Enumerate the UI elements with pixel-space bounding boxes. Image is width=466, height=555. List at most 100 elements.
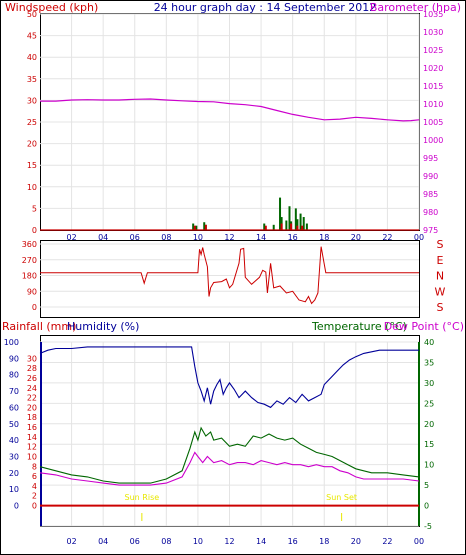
- rainfall-tick-label: 12: [27, 443, 37, 452]
- direction-tick-label: 180: [22, 272, 37, 281]
- temperature-tick-label: 30: [424, 379, 434, 388]
- barometer-tick-label: 1005: [423, 118, 443, 127]
- hour-tick-label: 04: [98, 233, 108, 242]
- barometer-tick-label: 1025: [423, 46, 443, 55]
- graph-title: 24 hour graph day : 14 September 2012: [154, 1, 377, 14]
- temperature-tick-label: 15: [424, 440, 434, 449]
- compass-label: N: [436, 270, 444, 283]
- temperature-tick-label: -5: [424, 522, 432, 531]
- hour-tick-label: 22: [382, 537, 392, 546]
- rainfall-tick-label: 16: [27, 423, 37, 432]
- humidity-tick-label: 10: [9, 485, 19, 494]
- hour-tick-labels-bottom: 02 04 06 08 10 12 14 16 18 20 22 00: [66, 537, 424, 546]
- hour-tick-label: 04: [98, 537, 108, 546]
- hour-tick-label: 08: [161, 537, 171, 546]
- compass-label: W: [435, 285, 446, 298]
- wind-direction-series: [40, 246, 419, 305]
- hour-tick-label: 00: [414, 233, 424, 242]
- wind-pressure-series: [40, 98, 420, 231]
- rainfall-tick-label: 20: [27, 403, 37, 412]
- humidity-tick-label: 20: [9, 469, 19, 478]
- temperature-tick-label: 25: [424, 399, 434, 408]
- rainfall-tick-label: 10: [27, 452, 37, 461]
- temp-humidity-panel: Rainfall (mm) Humidity (%) Temperature (…: [2, 320, 464, 546]
- temp-humidity-grid: [40, 341, 420, 527]
- direction-tick-label: 360: [22, 240, 37, 249]
- temperature-tick-labels: -5 0 5 10 15 20 25 30 35 40: [424, 338, 434, 531]
- rainfall-tick-label: 26: [27, 374, 37, 383]
- windspeed-tick-label: 0: [32, 226, 37, 235]
- temp-humidity-axis-lines: [40, 342, 420, 526]
- temperature-line: [39, 426, 420, 484]
- hour-tick-label: 16: [288, 233, 298, 242]
- barometer-tick-label: 1010: [423, 100, 443, 109]
- humidity-axis-label: Humidity (%): [67, 320, 139, 333]
- temp-humidity-series: [39, 346, 420, 507]
- hour-tick-label: 10: [193, 233, 203, 242]
- rainfall-tick-label: 14: [27, 433, 37, 442]
- humidity-tick-label: 60: [9, 403, 19, 412]
- windspeed-tick-label: 40: [27, 53, 37, 62]
- humidity-line: [39, 346, 419, 409]
- rainfall-tick-label: 28: [27, 364, 37, 373]
- direction-tick-label: 270: [22, 256, 37, 265]
- hour-tick-labels: 02 04 06 08 10 12 14 16 18 20 22 00: [66, 233, 424, 242]
- direction-tick-label: 0: [32, 303, 37, 312]
- barometer-tick-label: 980: [423, 208, 438, 217]
- temperature-axis-label: Temperature (°C): [311, 320, 407, 333]
- windspeed-tick-label: 10: [27, 183, 37, 192]
- barometer-tick-label: 975: [423, 226, 438, 235]
- hour-tick-label: 20: [351, 537, 361, 546]
- rainfall-tick-label: 22: [27, 394, 37, 403]
- temperature-tick-label: 20: [424, 420, 434, 429]
- windspeed-axis-label: Windspeed (kph): [5, 1, 98, 14]
- rainfall-axis-label: Rainfall (mm): [2, 320, 76, 333]
- hour-tick-label: 18: [319, 537, 329, 546]
- barometer-tick-label: 1000: [423, 136, 443, 145]
- temperature-tick-label: 0: [424, 502, 429, 511]
- windspeed-tick-labels: 0 5 10 15 20 25 30 35 40 45 50: [27, 10, 37, 235]
- rainfall-tick-label: 24: [27, 384, 37, 393]
- compass-label: S: [437, 238, 444, 251]
- windspeed-tick-label: 25: [27, 118, 37, 127]
- rainfall-tick-label: 6: [32, 472, 37, 481]
- rainfall-tick-label: 2: [32, 492, 37, 501]
- hour-tick-label: 16: [288, 537, 298, 546]
- barometer-tick-label: 985: [423, 190, 438, 199]
- humidity-tick-labels: 0 10 20 30 40 50 60 70 80 90 100: [4, 338, 19, 511]
- rainfall-tick-label: 0: [32, 502, 37, 511]
- barometer-tick-label: 1020: [423, 64, 443, 73]
- wind-direction-grid: [40, 243, 419, 308]
- hour-tick-label: 06: [130, 537, 140, 546]
- hour-tick-label: 14: [256, 537, 266, 546]
- rainfall-tick-label: 18: [27, 413, 37, 422]
- hour-tick-label: 18: [319, 233, 329, 242]
- humidity-tick-label: 0: [14, 502, 19, 511]
- temperature-tick-label: 35: [424, 358, 434, 367]
- humidity-tick-label: 90: [9, 354, 19, 363]
- barometer-tick-label: 990: [423, 172, 438, 181]
- rainfall-tick-label: 30: [27, 354, 37, 363]
- windspeed-tick-label: 35: [27, 75, 37, 84]
- compass-label: S: [437, 301, 444, 314]
- temperature-tick-label: 5: [424, 481, 429, 490]
- windspeed-tick-label: 5: [32, 204, 37, 213]
- temperature-tick-label: 10: [424, 461, 434, 470]
- wind-direction-line: [40, 246, 419, 305]
- rainfall-tick-label: 4: [32, 482, 37, 491]
- windspeed-tick-label: 50: [27, 10, 37, 19]
- direction-tick-label: 90: [27, 287, 37, 296]
- humidity-tick-label: 50: [9, 420, 19, 429]
- windspeed-tick-label: 15: [27, 161, 37, 170]
- hour-tick-label: 12: [224, 537, 234, 546]
- dew-point-axis-label: Dew Point (°C): [384, 320, 464, 333]
- barometer-tick-labels: 975 980 985 990 995 1000 1005 1010 1015 1020 1025 1…: [423, 10, 443, 235]
- hour-tick-label: 08: [161, 233, 171, 242]
- hour-tick-label: 14: [256, 233, 266, 242]
- hour-tick-label: 06: [130, 233, 140, 242]
